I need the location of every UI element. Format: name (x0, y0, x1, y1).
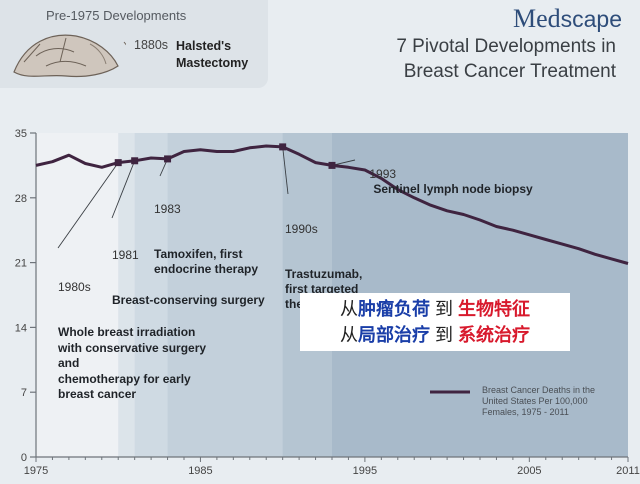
annotation-text: Sentinel lymph node biopsy (373, 182, 533, 196)
leader-line (57, 162, 119, 249)
annotation-year: 1980s (58, 280, 91, 294)
annotation-1993: 1993 Sentinel lymph node biopsy (356, 152, 533, 212)
overlay-systemic-therapy: 系统治疗 (458, 325, 530, 345)
halsted-text: Halsted's Mastectomy (176, 39, 249, 70)
halsted-year: 1880s (134, 38, 169, 52)
chinese-overlay: 从肿瘤负荷 到 生物特征 从局部治疗 到 系统治疗 (300, 293, 570, 351)
title-line-2: Breast Cancer Treatment (403, 61, 616, 82)
y-tick-label: 0 (21, 452, 27, 464)
x-tick-label: 2005 (517, 465, 541, 477)
pre-1975-label: Pre-1975 Developments (46, 8, 187, 23)
title-line-1: 7 Pivotal Developments in (396, 36, 616, 57)
annotation-1983: 1983 Tamoxifen, first endocrine therapy (154, 172, 258, 307)
annotation-text: Trastuzumab, first targeted therapy (285, 267, 363, 311)
overlay-line-2: 从局部治疗 到 系统治疗 (300, 323, 570, 347)
leader-line (282, 146, 289, 195)
brand-scape: scape (560, 6, 622, 32)
overlay-tumor-burden: 肿瘤负荷 (357, 299, 430, 319)
overlay-to: 到 (429, 325, 458, 345)
annotation-1990s: 1990s Trastuzumab, first targeted therap… (285, 192, 362, 342)
axes: 0 7 14 21 28 35 1975 1985 1995 2005 2011 (15, 128, 640, 477)
annotation-year: 1981 (112, 248, 139, 262)
annotation-1980s: 1980s Whole breast irradiation with cons… (58, 250, 206, 433)
y-tick-label: 21 (15, 258, 27, 270)
overlay-local-therapy: 局部治疗 (357, 325, 430, 345)
x-tick-label: 1985 (188, 465, 212, 477)
annotation-year: 1990s (285, 222, 318, 236)
annotation-text: Tamoxifen, first endocrine therapy (154, 247, 259, 276)
brand-med: Med (512, 4, 561, 33)
page-title: 7 Pivotal Developments in Breast Cancer … (396, 34, 616, 84)
y-tick-label: 35 (15, 128, 27, 140)
legend-label: Breast Cancer Deaths in the United State… (482, 385, 596, 417)
leader-line (111, 160, 136, 219)
overlay-from: 从 (339, 299, 358, 319)
y-tick-label: 7 (21, 387, 27, 399)
overlay-line-1: 从肿瘤负荷 到 生物特征 (300, 297, 570, 321)
x-tick-label: 1995 (353, 465, 377, 477)
annotation-text: Breast-conserving surgery (112, 293, 265, 307)
x-tick-label: 2011 (616, 465, 640, 477)
overlay-biology: 生物特征 (458, 299, 530, 319)
y-tick-label: 28 (15, 193, 27, 205)
overlay-to: 到 (429, 299, 458, 319)
milestone-marker (279, 143, 287, 151)
overlay-from: 从 (339, 325, 358, 345)
milestone-marker (114, 159, 122, 167)
milestone-marker (164, 155, 172, 163)
brand-logo: Medscape (513, 4, 622, 34)
x-tick-label: 1975 (24, 465, 48, 477)
annotation-year: 1993 (369, 167, 397, 181)
y-tick-label: 14 (15, 322, 27, 334)
mastectomy-illustration (13, 34, 126, 78)
milestone-marker (131, 157, 139, 165)
milestone-markers (114, 143, 336, 169)
annotation-1981: 1981 Breast-conserving surgery (112, 218, 265, 338)
annotation-text: Whole breast irradiation with conservati… (58, 325, 207, 401)
annotation-year: 1983 (154, 202, 181, 216)
milestone-marker (328, 161, 336, 169)
